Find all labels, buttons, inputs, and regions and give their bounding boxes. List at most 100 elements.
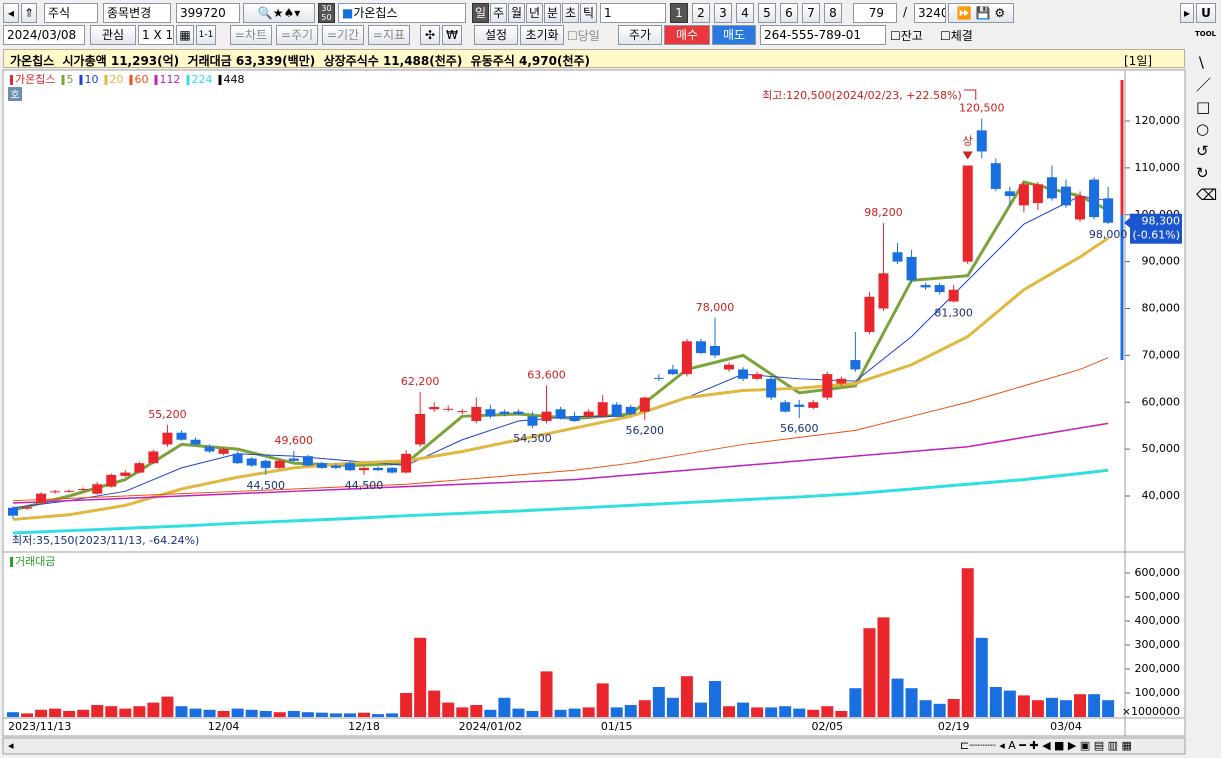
scroll-arrow[interactable]: ◂: [8, 739, 14, 752]
y-tick-label: 120,000: [1135, 114, 1181, 127]
badge: 호: [10, 89, 19, 101]
icon[interactable]: ✣: [420, 25, 440, 45]
layout[interactable]: 6: [780, 3, 798, 23]
candle-body: [288, 458, 299, 461]
icon[interactable]: 30 50: [318, 3, 335, 23]
x-tick-label: 12/04: [208, 720, 240, 733]
volume-bar: [933, 703, 946, 717]
candle-body: [822, 374, 833, 398]
watch[interactable]: 관심: [90, 25, 136, 45]
buy[interactable]: 매수: [664, 25, 710, 45]
candle-body: [401, 453, 412, 473]
candle-body: [766, 378, 777, 398]
icon[interactable]: ▸: [1180, 3, 1194, 23]
icons[interactable]: 🔍★♠▾: [243, 3, 315, 23]
current-price: 98,300: [1142, 215, 1181, 228]
volume-bar: [596, 683, 609, 717]
legend-marker: [104, 75, 108, 85]
sell[interactable]: 매도: [712, 25, 756, 45]
candle-body: [527, 416, 538, 426]
y-tick-label: 70,000: [1142, 348, 1181, 361]
candle-body: [387, 467, 398, 473]
candle-body: [316, 463, 327, 468]
volume-bar: [610, 707, 623, 717]
period[interactable]: 주: [490, 3, 507, 23]
layout[interactable]: 5: [758, 3, 776, 23]
today[interactable]: ☐당일: [567, 29, 600, 43]
zoom-tools[interactable]: ⊏┈┈┈┈ ◂ A ━ ✚ ◀ ■ ▶ ▣ ▤ ▥ ▦: [960, 739, 1132, 752]
reset[interactable]: 초기화: [520, 25, 564, 45]
candle-body: [1032, 184, 1043, 204]
layout[interactable]: 1: [670, 3, 688, 23]
volume-bar: [891, 678, 904, 717]
fill[interactable]: ☐체결: [940, 29, 973, 43]
y-tick-label: 500,000: [1135, 590, 1181, 603]
candle-body: [457, 411, 468, 413]
period[interactable]: 초: [562, 3, 579, 23]
candle-body: [246, 458, 257, 466]
limit-up: 상: [963, 135, 973, 148]
price-annotation: 98,200: [864, 206, 903, 219]
volume-bar: [77, 709, 90, 717]
icon[interactable]: ₩: [442, 25, 462, 45]
x-tick-label: 2024/01/02: [459, 720, 522, 733]
balance-label: 잔고: [900, 29, 923, 43]
date[interactable]: 2024/03/08: [3, 25, 85, 45]
candle-body: [78, 488, 89, 490]
volume-bar: [470, 705, 483, 717]
limit-arrow: [962, 151, 973, 160]
count[interactable]: 79: [853, 3, 897, 23]
candle-body: [738, 369, 749, 379]
layout[interactable]: 3: [714, 3, 732, 23]
candle-body: [724, 364, 735, 370]
volume-bar: [203, 709, 216, 717]
y-tick-label: 50,000: [1142, 442, 1181, 455]
user[interactable]: U: [1196, 3, 1216, 23]
period[interactable]: 일: [472, 3, 489, 23]
layout[interactable]: 4: [736, 3, 754, 23]
period-n[interactable]: 1: [600, 3, 666, 23]
stock-name[interactable]: ■가온칩스: [338, 3, 466, 23]
scrollbar[interactable]: [2, 737, 1186, 755]
price[interactable]: 주가: [618, 25, 662, 45]
volume-bar: [680, 676, 693, 717]
x-tick-label: 12/18: [348, 720, 380, 733]
volume-bar: [905, 688, 918, 717]
ma-line: [12, 357, 1109, 502]
icon[interactable]: ◂: [3, 3, 19, 23]
volume-bar: [751, 707, 764, 717]
grid[interactable]: 1 X 1: [138, 25, 174, 45]
change-select[interactable]: 종목변경: [103, 3, 171, 23]
period[interactable]: 년: [526, 3, 543, 23]
candle-body: [1061, 186, 1071, 206]
candle-body: [134, 463, 145, 473]
menu[interactable]: =지표: [368, 25, 410, 45]
settings[interactable]: 설정: [474, 25, 518, 45]
tools[interactable]: ∖ ／ □ ○ ↺ ↻ ⌫: [1196, 54, 1218, 204]
legend-marker: [10, 75, 13, 85]
layout[interactable]: 2: [692, 3, 710, 23]
candle-body: [162, 432, 173, 445]
layout[interactable]: 7: [802, 3, 820, 23]
y-tick-label: 90,000: [1142, 255, 1181, 268]
candle-body: [864, 296, 875, 332]
balance[interactable]: ☐잔고: [890, 29, 923, 43]
split[interactable]: 1-1: [196, 25, 216, 45]
icon[interactable]: ⇑: [21, 3, 37, 23]
icon[interactable]: ▦: [176, 25, 194, 45]
period[interactable]: 월: [508, 3, 525, 23]
menu[interactable]: =기간: [322, 25, 364, 45]
account[interactable]: 264-555-789-01: [760, 25, 886, 45]
icons[interactable]: ⏩ 💾 ⚙: [948, 3, 1014, 23]
code-input[interactable]: 399720: [176, 3, 240, 23]
candle-body: [274, 460, 285, 468]
volume-bar: [694, 702, 707, 717]
menu[interactable]: =차트: [230, 25, 272, 45]
market-select[interactable]: 주식: [44, 3, 98, 23]
menu[interactable]: =주기: [276, 25, 318, 45]
period[interactable]: 분: [544, 3, 561, 23]
volume-bar: [821, 706, 834, 717]
volume-bar: [372, 714, 385, 717]
layout[interactable]: 8: [824, 3, 842, 23]
period[interactable]: 틱: [580, 3, 597, 23]
